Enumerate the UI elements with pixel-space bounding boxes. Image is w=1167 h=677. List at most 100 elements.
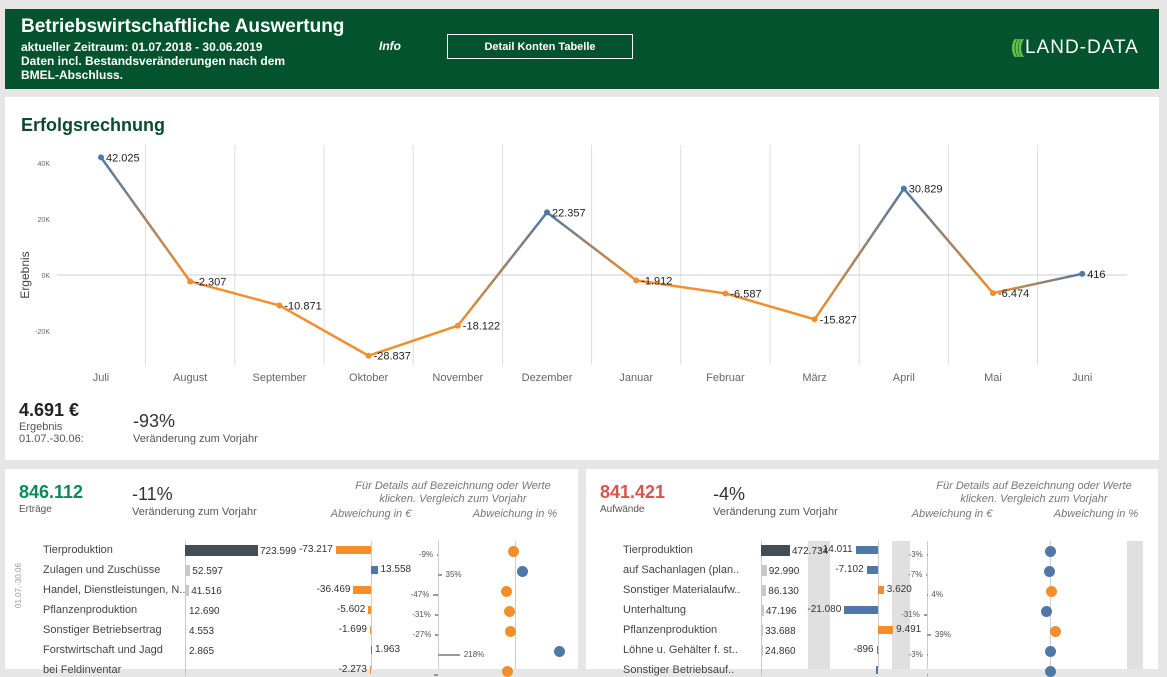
row-label[interactable]: Unterhaltung [623, 604, 686, 616]
pct-text[interactable]: -3% [908, 550, 922, 559]
pct-text[interactable]: -27% [413, 630, 432, 639]
pct-dot[interactable] [554, 646, 565, 657]
pct-dot[interactable] [517, 566, 528, 577]
column-background [1127, 541, 1143, 669]
row-label[interactable]: bei Feldinventar [43, 664, 121, 676]
y-tick-label: -20K [35, 329, 50, 336]
pct-dot[interactable] [504, 606, 515, 617]
row-label[interactable]: Tierproduktion [623, 544, 693, 556]
row-label[interactable]: Sonstiger Materialaufw.. [623, 584, 740, 596]
value-bar[interactable] [185, 645, 186, 656]
value-bar[interactable] [761, 545, 790, 556]
diff-bar[interactable] [371, 566, 378, 574]
value-bar[interactable] [761, 565, 767, 576]
value-text[interactable]: 4.553 [189, 626, 214, 637]
row-label[interactable]: Pflanzenproduktion [43, 604, 137, 616]
value-text[interactable]: 92.990 [769, 566, 800, 577]
pct-dot[interactable] [502, 666, 513, 677]
row-label[interactable]: Löhne u. Gehälter f. st.. [623, 644, 738, 656]
value-bar[interactable] [185, 565, 190, 576]
diff-text[interactable]: -896 [854, 644, 874, 655]
logo-arc-icon: ((( [1011, 37, 1021, 58]
diff-bar[interactable] [371, 646, 372, 654]
diff-text[interactable]: 13.558 [381, 564, 412, 575]
row-label[interactable]: auf Sachanlagen (plan.. [623, 564, 739, 576]
row-label[interactable]: Zulagen und Zuschüsse [43, 564, 160, 576]
pct-text[interactable]: 35% [446, 570, 462, 579]
value-text[interactable]: 33.688 [765, 626, 796, 637]
pct-dot[interactable] [1041, 606, 1052, 617]
diff-bar[interactable] [368, 606, 371, 614]
row-label[interactable]: Forstwirtschaft und Jagd [43, 644, 163, 656]
value-bar[interactable] [185, 665, 186, 676]
pct-text[interactable]: -31% [412, 610, 431, 619]
diff-text[interactable]: 3.620 [887, 584, 912, 595]
diff-bar[interactable] [877, 646, 878, 654]
value-text[interactable]: 86.130 [768, 586, 799, 597]
value-text[interactable]: 24.860 [765, 646, 796, 657]
pct-bar [437, 554, 438, 556]
diff-bar[interactable] [844, 606, 878, 614]
value-text[interactable]: 41.516 [191, 586, 222, 597]
row-label[interactable]: Tierproduktion [43, 544, 113, 556]
row-label[interactable]: Pflanzenproduktion [623, 624, 717, 636]
row-label[interactable]: Handel, Dienstleistungen, N.. [43, 584, 185, 596]
pct-dot[interactable] [505, 626, 516, 637]
pct-dot[interactable] [1050, 626, 1061, 637]
value-text[interactable]: 723.599 [260, 546, 296, 557]
value-bar[interactable] [761, 605, 764, 616]
diff-bar[interactable] [876, 666, 878, 674]
value-bar[interactable] [185, 585, 189, 596]
diff-bar[interactable] [878, 586, 884, 594]
diff-bar[interactable] [336, 546, 371, 554]
diff-text[interactable]: -36.469 [317, 584, 351, 595]
value-text[interactable]: 52.597 [192, 566, 223, 577]
diff-bar[interactable] [856, 546, 878, 554]
value-bar[interactable] [761, 585, 766, 596]
diff-text[interactable]: -5.602 [337, 604, 365, 615]
diff-text[interactable]: -1.699 [339, 624, 367, 635]
value-bar[interactable] [761, 665, 762, 676]
pct-dot[interactable] [1044, 566, 1055, 577]
pct-text[interactable]: 4% [931, 590, 943, 599]
diff-text[interactable]: -2.273 [339, 664, 367, 675]
pct-text[interactable]: 218% [464, 650, 484, 659]
pct-dot[interactable] [1046, 586, 1057, 597]
value-text[interactable]: 2.865 [189, 646, 214, 657]
diff-text[interactable]: -73.217 [299, 544, 333, 555]
diff-bar[interactable] [353, 586, 371, 594]
pct-text[interactable]: -3% [908, 650, 922, 659]
row-label[interactable]: Sonstiger Betriebsauf.. [623, 664, 734, 676]
value-text[interactable]: 47.196 [766, 606, 797, 617]
value-text[interactable]: 12.690 [189, 606, 220, 617]
diff-text[interactable]: -7.102 [835, 564, 863, 575]
detail-konten-button[interactable]: Detail Konten Tabelle [447, 34, 633, 59]
diff-bar[interactable] [370, 666, 371, 674]
value-bar[interactable] [761, 645, 763, 656]
diff-text[interactable]: -21.080 [807, 604, 841, 615]
diff-text[interactable]: 9.491 [896, 624, 921, 635]
pct-dot[interactable] [1045, 666, 1056, 677]
diff-bar[interactable] [878, 626, 893, 634]
row-label[interactable]: Sonstiger Betriebsertrag [43, 624, 162, 636]
pct-dot[interactable] [1045, 546, 1056, 557]
pct-dot[interactable] [1045, 646, 1056, 657]
axis-line [927, 541, 928, 669]
value-bar[interactable] [185, 625, 186, 636]
value-bar[interactable] [185, 545, 258, 556]
diff-text[interactable]: -14.011 [819, 544, 852, 555]
pct-dot[interactable] [501, 586, 512, 597]
pct-text[interactable]: -9% [419, 550, 433, 559]
change-label: Veränderung zum Vorjahr [713, 506, 838, 518]
value-bar[interactable] [761, 625, 763, 636]
pct-text[interactable]: -47% [411, 590, 430, 599]
diff-text[interactable]: 1.963 [375, 644, 400, 655]
diff-bar[interactable] [867, 566, 878, 574]
info-link[interactable]: Info [379, 39, 401, 53]
pct-text[interactable]: -31% [901, 610, 920, 619]
value-bar[interactable] [185, 605, 186, 616]
data-label: -6.474 [998, 288, 1029, 300]
diff-bar[interactable] [370, 626, 371, 634]
pct-text[interactable]: 39% [935, 630, 951, 639]
pct-text[interactable]: -7% [908, 570, 922, 579]
